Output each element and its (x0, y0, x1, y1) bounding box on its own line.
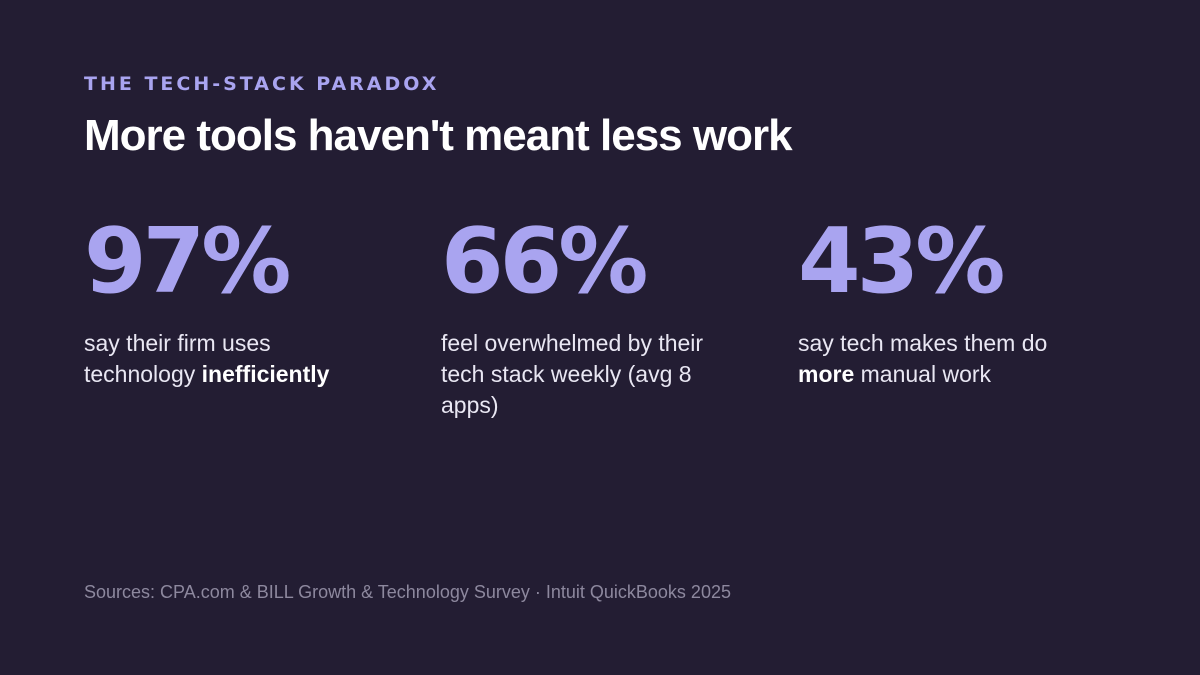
stats-row: 97% say their firm uses technology ineff… (84, 212, 1116, 421)
stat-description-text: say tech makes them do (798, 330, 1048, 356)
stat-value: 43% (798, 209, 1005, 314)
eyebrow-label: THE TECH-STACK PARADOX (84, 73, 440, 95)
stat-value: 97% (84, 209, 291, 314)
stat-description-text: say their firm uses technology (84, 330, 271, 387)
stat-description: say their firm uses technology inefficie… (84, 328, 384, 390)
stat-description-text-end: manual work (854, 361, 992, 387)
stat-description: feel overwhelmed by their tech stack wee… (441, 328, 741, 421)
stat-value: 66% (441, 209, 648, 314)
headline: More tools haven't meant less work (84, 111, 793, 160)
source-citation: Sources: CPA.com & BILL Growth & Technol… (84, 582, 731, 602)
stat-card: 97% say their firm uses technology ineff… (84, 212, 441, 421)
stat-description-emphasis: more (798, 361, 855, 387)
stat-description-emphasis: inefficiently (201, 361, 330, 387)
stat-card: 66% feel overwhelmed by their tech stack… (441, 212, 798, 421)
stat-description: say tech makes them do more manual work (798, 328, 1098, 390)
stat-description-text: feel overwhelmed by their tech stack wee… (441, 330, 704, 418)
stat-card: 43% say tech makes them do more manual w… (798, 212, 1155, 421)
